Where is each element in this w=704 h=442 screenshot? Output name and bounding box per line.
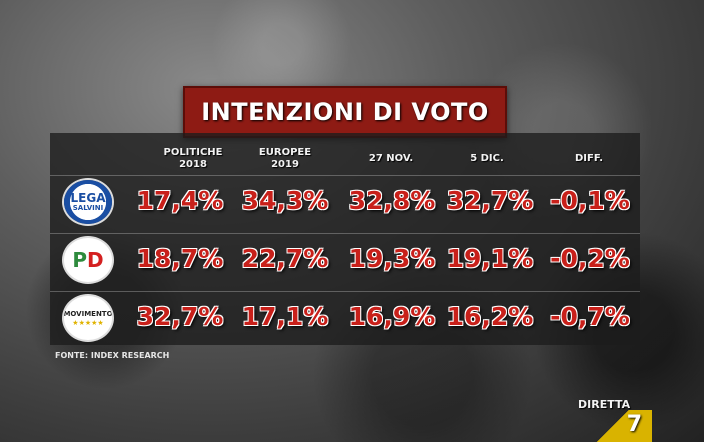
pd-logo: PD (64, 238, 112, 282)
lega-logo-text: LEGA (70, 191, 106, 205)
channel-logo-text: 7 (626, 412, 642, 437)
table-row: LEGA SALVINI 17,4% 34,3% 32,8% 32,7% -0,… (50, 175, 640, 228)
value-cell: -0,1% (550, 186, 630, 215)
value-cell: -0,2% (550, 244, 630, 273)
value-cell: 34,3% (241, 186, 329, 215)
value-cell: 19,1% (446, 244, 534, 273)
m5s-logo-text: MOVIMENTO (64, 309, 112, 318)
table-row: MOVIMENTO ★★★★★ 32,7% 17,1% 16,9% 16,2% … (50, 291, 640, 344)
column-header-5-dic: 5 DIC. (470, 153, 504, 164)
value-cell: 19,3% (348, 244, 436, 273)
value-cell: 32,8% (348, 186, 436, 215)
value-cell: 17,4% (136, 186, 224, 215)
column-header-diff: DIFF. (574, 153, 603, 164)
value-cell: 17,1% (241, 302, 329, 331)
live-bug: DIRETTA (578, 398, 631, 411)
poll-table: POLITICHE 2018 EUROPEE 2019 27 NOV. 5 DI… (50, 133, 640, 345)
m5s-logo-stars: ★★★★★ (72, 318, 104, 327)
value-cell: 22,7% (241, 244, 329, 273)
value-cell: 18,7% (136, 244, 224, 273)
pd-logo-text: PD (72, 248, 104, 272)
value-cell: 32,7% (136, 302, 224, 331)
source-caption: FONTE: INDEX RESEARCH (55, 351, 170, 360)
column-header-27-nov: 27 NOV. (368, 153, 414, 164)
column-header-europee-2019: EUROPEE 2019 (258, 147, 312, 170)
channel-logo: 7 (592, 410, 652, 442)
value-cell: 16,9% (348, 302, 436, 331)
table-row: PD 18,7% 22,7% 19,3% 19,1% -0,2% (50, 233, 640, 286)
lega-logo-sub: SALVINI (72, 204, 104, 212)
title-banner: INTENZIONI DI VOTO (183, 86, 507, 138)
value-cell: 16,2% (446, 302, 534, 331)
m5s-logo: MOVIMENTO ★★★★★ (64, 296, 112, 340)
value-cell: 32,7% (446, 186, 534, 215)
value-cell: -0,7% (550, 302, 630, 331)
lega-logo: LEGA SALVINI (64, 180, 112, 224)
page-title: INTENZIONI DI VOTO (201, 98, 489, 126)
column-header-politiche-2018: POLITICHE 2018 (163, 147, 223, 170)
